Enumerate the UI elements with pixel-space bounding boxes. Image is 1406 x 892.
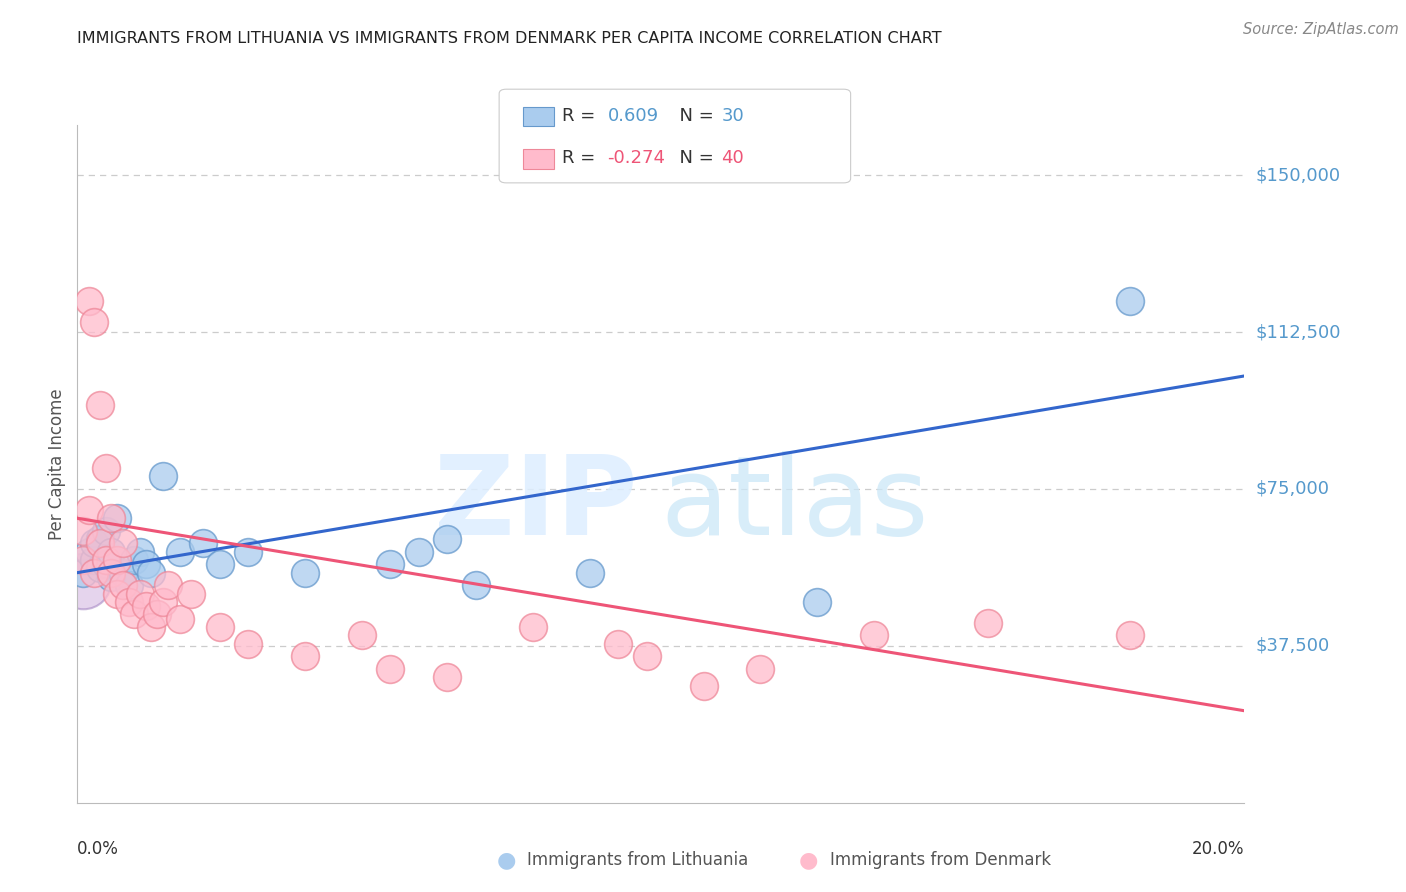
Point: [692, 679, 714, 693]
Point: [129, 586, 152, 600]
Point: [607, 637, 630, 651]
Point: [141, 620, 163, 634]
Y-axis label: Per Capita Income: Per Capita Income: [48, 388, 66, 540]
Point: [83, 553, 105, 567]
Point: [72, 524, 94, 538]
Point: [578, 566, 600, 580]
Point: [1119, 293, 1142, 308]
Point: [122, 553, 145, 567]
Point: [863, 628, 886, 642]
Point: [350, 628, 373, 642]
Point: [380, 558, 402, 572]
Point: [89, 398, 111, 412]
Point: [380, 662, 402, 676]
Point: [146, 607, 169, 622]
Point: [117, 578, 139, 592]
Point: [135, 558, 157, 572]
Point: [191, 536, 214, 550]
Point: [806, 595, 828, 609]
Point: [122, 607, 145, 622]
Point: [208, 558, 231, 572]
Point: [105, 553, 128, 567]
Text: ●: ●: [496, 850, 516, 870]
Point: [749, 662, 772, 676]
Point: [236, 637, 259, 651]
Point: [89, 532, 111, 546]
Text: 0.0%: 0.0%: [77, 840, 120, 858]
Point: [89, 561, 111, 575]
Text: $37,500: $37,500: [1256, 637, 1330, 655]
Point: [94, 553, 117, 567]
Point: [436, 670, 458, 684]
Text: ●: ●: [799, 850, 818, 870]
Point: [100, 511, 122, 525]
Point: [117, 595, 139, 609]
Point: [436, 532, 458, 546]
Text: $112,500: $112,500: [1256, 323, 1341, 341]
Point: [100, 570, 122, 584]
Point: [94, 558, 117, 572]
Point: [111, 578, 134, 592]
Point: [636, 649, 658, 664]
Point: [180, 586, 202, 600]
Text: ZIP: ZIP: [434, 451, 637, 558]
Text: Immigrants from Denmark: Immigrants from Denmark: [830, 851, 1050, 869]
Point: [294, 649, 316, 664]
Text: Source: ZipAtlas.com: Source: ZipAtlas.com: [1243, 22, 1399, 37]
Point: [208, 620, 231, 634]
Point: [77, 293, 100, 308]
Point: [294, 566, 316, 580]
Point: [111, 536, 134, 550]
Text: R =: R =: [562, 149, 602, 167]
Point: [977, 615, 1000, 630]
Point: [72, 574, 94, 588]
Text: $75,000: $75,000: [1256, 480, 1330, 498]
Text: 30: 30: [721, 107, 744, 125]
Point: [100, 545, 122, 559]
Point: [89, 536, 111, 550]
Text: IMMIGRANTS FROM LITHUANIA VS IMMIGRANTS FROM DENMARK PER CAPITA INCOME CORRELATI: IMMIGRANTS FROM LITHUANIA VS IMMIGRANTS …: [77, 31, 942, 46]
Point: [83, 314, 105, 328]
Point: [169, 545, 191, 559]
Point: [464, 578, 486, 592]
Point: [83, 566, 105, 580]
Point: [522, 620, 544, 634]
Text: $150,000: $150,000: [1256, 166, 1340, 184]
Text: 0.609: 0.609: [607, 107, 658, 125]
Point: [72, 553, 94, 567]
Point: [135, 599, 157, 614]
Point: [111, 566, 134, 580]
Text: Immigrants from Lithuania: Immigrants from Lithuania: [527, 851, 748, 869]
Text: -0.274: -0.274: [607, 149, 665, 167]
Point: [83, 536, 105, 550]
Point: [169, 612, 191, 626]
Point: [152, 469, 174, 483]
Point: [152, 595, 174, 609]
Text: 20.0%: 20.0%: [1192, 840, 1244, 858]
Point: [100, 566, 122, 580]
Point: [72, 566, 94, 580]
Point: [236, 545, 259, 559]
Point: [408, 545, 430, 559]
Point: [94, 524, 117, 538]
Point: [105, 511, 128, 525]
Text: R =: R =: [562, 107, 602, 125]
Text: 40: 40: [721, 149, 744, 167]
Point: [105, 586, 128, 600]
Text: N =: N =: [668, 107, 720, 125]
Point: [94, 461, 117, 475]
Text: atlas: atlas: [661, 451, 929, 558]
Point: [129, 545, 152, 559]
Point: [1119, 628, 1142, 642]
Point: [157, 578, 180, 592]
Point: [77, 545, 100, 559]
Point: [141, 566, 163, 580]
Text: N =: N =: [668, 149, 720, 167]
Point: [77, 503, 100, 517]
